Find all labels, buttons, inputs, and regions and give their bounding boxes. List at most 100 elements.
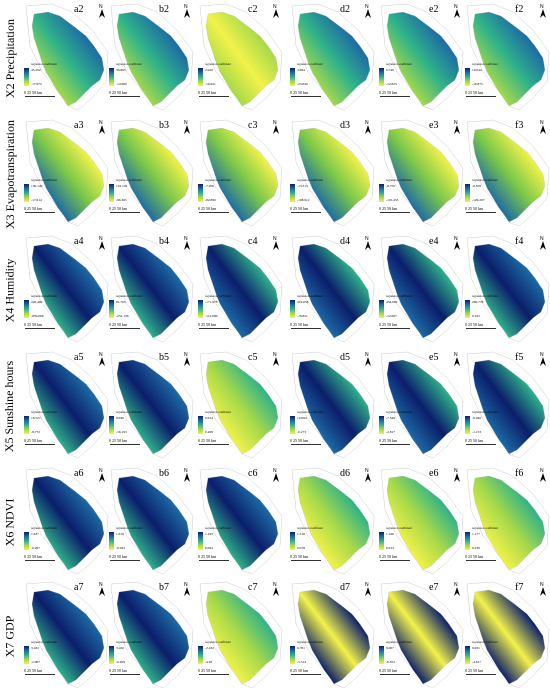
legend-low-value: 0.268 xyxy=(205,430,213,434)
legend-color-bar xyxy=(24,646,29,664)
north-label: N xyxy=(99,120,103,126)
legend-low-value: -859.066 xyxy=(31,314,44,318)
coefficient-surface xyxy=(116,359,190,455)
coefficient-surface xyxy=(297,243,371,339)
region-outline xyxy=(25,581,109,689)
legend-title: regression coefficient xyxy=(31,294,57,298)
scale-line xyxy=(380,444,410,447)
scale-ticks: 0 25 50 km xyxy=(109,322,128,327)
north-arrow-icon: N xyxy=(270,3,282,19)
legend-high-value: 419.658 xyxy=(297,300,309,304)
legend-title: regression coefficient xyxy=(386,294,412,298)
scale-line xyxy=(380,560,410,563)
scale-line xyxy=(466,444,496,447)
legend-title: regression coefficient xyxy=(297,62,323,66)
legend-title: regression coefficient xyxy=(297,294,323,298)
scale-bar: 0 25 50 km xyxy=(379,438,415,448)
legend-low-value: -0.273 xyxy=(297,430,307,434)
coefficient-surface xyxy=(297,127,371,223)
regression-map xyxy=(291,3,375,111)
region-outline xyxy=(291,235,375,343)
region-outline xyxy=(199,3,283,111)
legend-high-value: 3.182 xyxy=(31,646,39,650)
legend-title: regression coefficient xyxy=(472,294,498,298)
legend-color-bar xyxy=(379,532,384,550)
legend-low-value: -17.972 xyxy=(31,82,42,86)
scale-line xyxy=(199,560,229,563)
north-label: N xyxy=(365,120,369,126)
legend-high-value: 116.145 xyxy=(116,184,128,188)
north-arrow-icon: N xyxy=(270,467,282,483)
panel-id-label: a3 xyxy=(74,120,84,131)
legend: regression coefficient -8.750 -110.453 0 25… xyxy=(379,178,439,218)
legend-low-value: 0.013 xyxy=(386,546,394,550)
row-label-text: X6 NDVI xyxy=(2,498,17,546)
scale-ticks: 0 25 50 km xyxy=(109,554,128,559)
legend-color-bar xyxy=(198,184,203,202)
row-label-text: X3 Evapotranspiration xyxy=(2,119,17,229)
row-label-text: X4 Humidity xyxy=(2,258,17,322)
scale-bar: 0 25 50 km xyxy=(109,438,145,448)
coefficient-surface xyxy=(31,589,105,685)
regression-map xyxy=(380,581,464,689)
regression-map xyxy=(25,119,109,227)
regression-map xyxy=(110,581,194,689)
scale-bar: 0 25 50 km xyxy=(465,322,501,332)
legend: regression coefficient 1.193 0.094 0 25 50 … xyxy=(198,526,258,566)
coefficient-surface xyxy=(31,359,105,455)
scale-bar: 0 25 50 km xyxy=(109,206,145,216)
legend-high-value: -7.549 xyxy=(386,416,396,420)
legend: regression coefficient -6.946 -1.153 0 25 5… xyxy=(465,410,525,450)
scale-bar: 0 25 50 km xyxy=(379,322,415,332)
regression-map xyxy=(380,3,464,111)
legend-color-bar xyxy=(465,300,470,318)
legend: regression coefficient 1.166 0.013 0 25 50 … xyxy=(379,526,439,566)
north-arrow-icon: N xyxy=(96,119,108,135)
scale-ticks: 0 25 50 km xyxy=(198,322,217,327)
north-label: N xyxy=(365,236,369,242)
scale-line xyxy=(199,674,229,677)
legend-low-value: 0.094 xyxy=(205,546,213,550)
coefficient-surface xyxy=(205,11,279,107)
panel-id-label: c3 xyxy=(248,120,258,131)
scale-ticks: 0 25 50 km xyxy=(379,438,398,443)
legend-low-value: -8.772 xyxy=(31,430,41,434)
region-outline xyxy=(380,467,464,575)
scale-line xyxy=(25,560,55,563)
legend: regression coefficient 10.044 -16.875 0 25 … xyxy=(465,62,525,102)
legend-title: regression coefficient xyxy=(31,62,57,66)
legend-high-value: 0.749 xyxy=(386,68,394,72)
legend-color-bar xyxy=(465,646,470,664)
legend-low-value: -23.649 xyxy=(297,82,308,86)
regression-map xyxy=(199,119,283,227)
region-outline xyxy=(380,119,464,227)
coefficient-surface xyxy=(297,589,371,685)
row-label: X3 Evapotranspiration xyxy=(0,118,20,230)
legend-high-value: 10.044 xyxy=(472,68,482,72)
scale-ticks: 0 25 50 km xyxy=(465,438,484,443)
legend-low-value: -14.980 xyxy=(116,82,127,86)
scale-bar: 0 25 50 km xyxy=(24,322,60,332)
legend: regression coefficient -7.549 -2.817 0 25 5… xyxy=(379,410,439,450)
legend-high-value: -6.946 xyxy=(472,416,482,420)
regression-map xyxy=(380,467,464,575)
legend: regression coefficient 130.140 -17.614 0 25… xyxy=(24,178,84,218)
north-arrow-icon: N xyxy=(181,351,193,367)
coefficient-surface xyxy=(297,11,371,107)
legend-high-value: -171.978 xyxy=(205,300,218,304)
legend-low-value: -6.209 xyxy=(116,660,126,664)
scale-ticks: 0 25 50 km xyxy=(379,322,398,327)
region-outline xyxy=(199,351,283,459)
coefficient-surface xyxy=(297,475,371,571)
north-arrow-icon: N xyxy=(362,235,374,251)
north-arrow-icon: N xyxy=(451,235,463,251)
legend-title: regression coefficient xyxy=(205,640,231,644)
